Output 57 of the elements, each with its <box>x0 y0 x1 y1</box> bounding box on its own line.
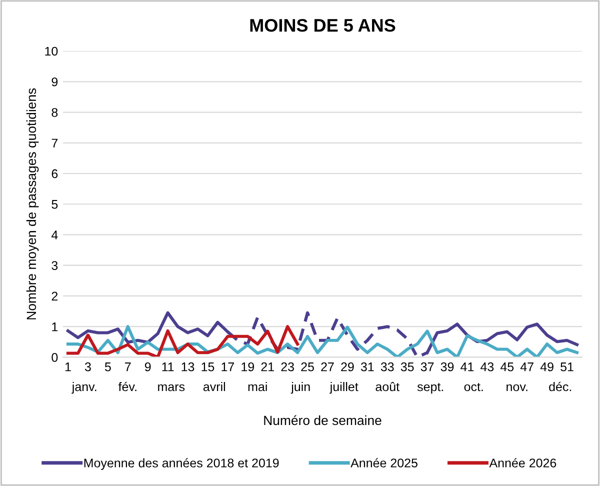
x-tick-label: 41 <box>460 362 474 372</box>
x-tick-label: 51 <box>560 362 574 372</box>
x-tick-label: 25 <box>301 362 314 372</box>
x-tick-label: 29 <box>341 362 354 372</box>
x-tick-label: 45 <box>500 362 514 372</box>
x-tick-label: 21 <box>261 362 274 372</box>
text: mai <box>248 382 267 392</box>
y-tick-label: 8 <box>52 108 58 117</box>
text: juillet <box>330 382 358 394</box>
y-axis-title: Nombre moyen de passages quotidiens <box>26 88 39 320</box>
x-tick-label: 13 <box>182 362 194 372</box>
text: avril <box>203 382 225 392</box>
x-tick-label: 9 <box>144 362 151 372</box>
legend-label: Année 2025 <box>350 458 418 468</box>
y-tick-label: 6 <box>52 169 58 178</box>
text: mars <box>158 384 185 392</box>
legend-label: Moyenne des années 2018 et 2019 <box>84 458 279 470</box>
x-tick-label: 47 <box>520 362 534 372</box>
y-tick-label: 4 <box>51 230 58 240</box>
text: janv. <box>72 382 96 394</box>
x-tick-label: 1 <box>65 362 71 372</box>
x-tick-label: 49 <box>540 362 554 372</box>
line-series <box>66 325 300 358</box>
y-tick-label: 0 <box>52 353 58 362</box>
text: juin <box>290 382 310 394</box>
y-tick-label: 5 <box>52 200 58 209</box>
x-tick-label: 37 <box>420 362 434 372</box>
line-series <box>66 325 579 358</box>
text: oct. <box>464 382 483 392</box>
text: déc. <box>549 382 572 392</box>
x-tick-label: 39 <box>440 362 454 372</box>
x-tick-label: 19 <box>242 362 254 372</box>
legend-label: Année 2026 <box>489 458 556 468</box>
chart-title: MOINS DE 5 ANS <box>250 18 396 32</box>
x-tick-label: 43 <box>480 362 494 372</box>
y-tick-label: 9 <box>52 77 58 86</box>
text: août <box>376 382 400 392</box>
x-tick-label: 33 <box>380 362 394 372</box>
text: fév. <box>118 382 136 392</box>
y-tick-label: 7 <box>52 138 58 148</box>
x-tick-label: 7 <box>125 362 131 372</box>
x-tick-label: 23 <box>281 362 294 372</box>
y-tick-label: 10 <box>45 46 58 56</box>
x-tick-label: 31 <box>360 362 374 372</box>
x-tick-label: 15 <box>202 362 214 372</box>
x-axis-title: Numéro de semaine <box>264 415 382 426</box>
x-tick-label: 3 <box>84 362 91 372</box>
x-tick-label: 11 <box>162 362 174 372</box>
x-tick-label: 5 <box>104 362 111 372</box>
x-tick-label: 27 <box>321 362 334 372</box>
text: nov. <box>506 384 528 392</box>
y-tick-label: 3 <box>52 261 58 270</box>
text: sept. <box>417 382 444 394</box>
x-tick-label: 35 <box>400 362 414 372</box>
y-tick-label: 2 <box>52 292 58 301</box>
x-tick-label: 17 <box>222 362 234 372</box>
y-tick-label: 1 <box>52 322 58 332</box>
